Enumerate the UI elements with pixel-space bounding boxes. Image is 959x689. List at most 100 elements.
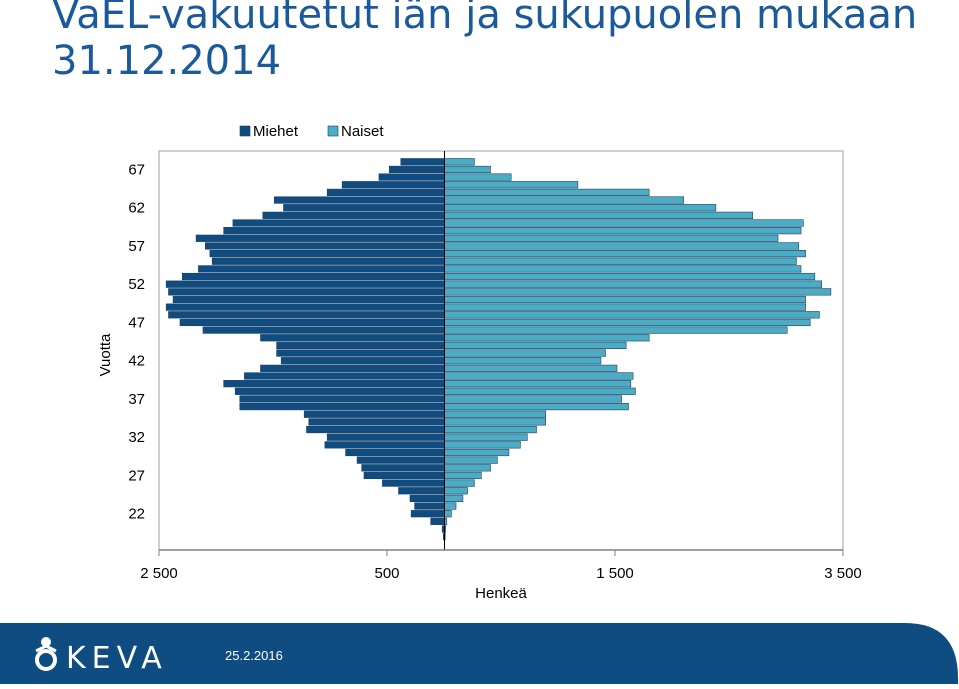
bar-naiset-age-34 bbox=[444, 418, 546, 426]
bar-miehet-age-61 bbox=[262, 211, 445, 219]
y-tick-label-37: 37 bbox=[128, 391, 145, 408]
y-axis-title: Vuotta bbox=[97, 333, 114, 376]
bar-miehet-age-32 bbox=[326, 433, 445, 441]
bar-naiset-age-65 bbox=[444, 181, 579, 189]
bar-miehet-age-63 bbox=[273, 196, 445, 204]
bar-naiset-age-31 bbox=[444, 441, 521, 449]
bar-naiset-age-56 bbox=[444, 250, 806, 258]
bar-naiset-age-22 bbox=[444, 510, 452, 518]
y-tick-label-57: 57 bbox=[128, 238, 145, 255]
legend-swatch-miehet bbox=[239, 125, 251, 137]
bar-miehet-age-34 bbox=[308, 418, 445, 426]
y-tick-label-32: 32 bbox=[128, 429, 145, 446]
bar-naiset-age-45 bbox=[444, 334, 650, 342]
y-tick-label-62: 62 bbox=[128, 200, 145, 217]
bar-miehet-age-30 bbox=[345, 448, 445, 457]
x-tick-label-3: 3 500 bbox=[824, 565, 862, 582]
bar-miehet-age-40 bbox=[244, 372, 445, 380]
bar-miehet-age-23 bbox=[414, 502, 445, 510]
bar-miehet-age-33 bbox=[306, 425, 445, 434]
y-tick-label-27: 27 bbox=[128, 467, 145, 484]
bar-naiset-age-37 bbox=[444, 395, 622, 403]
bar-naiset-age-52 bbox=[444, 280, 823, 288]
bar-naiset-age-32 bbox=[444, 433, 528, 441]
population-pyramid-chart: Miehet Naiset 67 62 57 52 47 42 37 32 27 22 2 500 5… bbox=[97, 123, 862, 602]
bar-miehet-age-68 bbox=[400, 158, 445, 166]
bar-miehet-age-27 bbox=[363, 471, 445, 480]
page-subtitle-date: 31.12.2014 bbox=[52, 38, 282, 84]
bar-naiset-age-46 bbox=[444, 326, 788, 334]
bar-naiset-age-64 bbox=[444, 188, 650, 197]
bar-naiset-age-29 bbox=[444, 456, 498, 464]
bar-miehet-age-45 bbox=[260, 334, 445, 342]
bar-naiset-age-23 bbox=[444, 502, 457, 510]
bar-naiset-age-48 bbox=[444, 311, 820, 319]
bar-naiset-age-44 bbox=[444, 341, 627, 350]
bar-naiset-age-49 bbox=[444, 303, 806, 311]
bar-miehet-age-60 bbox=[232, 219, 445, 227]
bar-miehet-age-65 bbox=[341, 181, 445, 189]
bar-miehet-age-36 bbox=[239, 402, 445, 411]
bar-naiset-age-67 bbox=[444, 165, 491, 174]
bar-naiset-age-43 bbox=[444, 349, 606, 357]
y-tick-label-52: 52 bbox=[128, 276, 145, 293]
bar-miehet-age-53 bbox=[182, 272, 445, 281]
page-title: VaEL-vakuutetut iän ja sukupuolen mukaan bbox=[52, 0, 918, 38]
bar-naiset-age-58 bbox=[444, 234, 779, 242]
bar-miehet-age-24 bbox=[409, 494, 445, 503]
bar-miehet-age-21 bbox=[430, 517, 445, 525]
bar-naiset-age-27 bbox=[444, 471, 482, 480]
bar-miehet-age-29 bbox=[356, 456, 445, 464]
y-tick-label-67: 67 bbox=[128, 161, 145, 178]
bar-naiset-age-39 bbox=[444, 380, 632, 388]
bar-naiset-age-42 bbox=[444, 357, 602, 365]
bar-miehet-age-37 bbox=[239, 395, 445, 403]
bar-naiset-age-38 bbox=[444, 387, 636, 395]
bar-miehet-age-31 bbox=[324, 441, 445, 449]
footer-shape bbox=[0, 623, 958, 684]
footer-date: 25.2.2016 bbox=[225, 648, 283, 663]
bar-naiset-age-36 bbox=[444, 402, 629, 411]
bar-naiset-age-35 bbox=[444, 410, 546, 418]
bar-miehet-age-25 bbox=[398, 487, 445, 495]
bar-miehet-age-51 bbox=[168, 288, 445, 296]
bar-naiset-age-30 bbox=[444, 448, 510, 457]
bar-naiset-age-68 bbox=[444, 158, 475, 166]
bar-miehet-age-47 bbox=[179, 318, 445, 327]
bar-naiset-age-60 bbox=[444, 219, 804, 227]
bar-naiset-age-41 bbox=[444, 364, 618, 372]
bar-naiset-age-24 bbox=[444, 494, 464, 503]
x-tick-label-2: 1 500 bbox=[596, 565, 634, 582]
bar-miehet-age-56 bbox=[209, 250, 445, 258]
bar-naiset-age-57 bbox=[444, 242, 800, 250]
bar-miehet-age-28 bbox=[361, 464, 445, 472]
bar-miehet-age-66 bbox=[378, 173, 445, 181]
bar-miehet-age-39 bbox=[223, 380, 445, 388]
keva-logo-icon bbox=[35, 637, 57, 671]
bar-naiset-age-63 bbox=[444, 196, 684, 204]
bar-miehet-age-42 bbox=[280, 357, 445, 365]
bar-miehet-age-52 bbox=[165, 280, 445, 288]
x-axis-tick-labels: 2 500 500 1 500 3 500 bbox=[140, 550, 862, 582]
bar-miehet-age-38 bbox=[234, 387, 445, 395]
bar-miehet-age-43 bbox=[276, 349, 445, 357]
footer-bar: KEVA 25.2.2016 bbox=[0, 623, 959, 684]
x-tick-label-0: 2 500 bbox=[140, 565, 178, 582]
bar-naiset-age-26 bbox=[444, 479, 475, 487]
bar-miehet-age-54 bbox=[198, 265, 445, 273]
bar-naiset-age-28 bbox=[444, 464, 491, 472]
footer-background: KEVA bbox=[0, 623, 958, 684]
bar-miehet-age-55 bbox=[211, 257, 445, 265]
bar-miehet-age-44 bbox=[276, 341, 445, 350]
bar-miehet-age-62 bbox=[283, 204, 445, 212]
y-tick-label-22: 22 bbox=[128, 506, 145, 523]
chart-legend: Miehet Naiset bbox=[239, 123, 384, 140]
bar-miehet-age-22 bbox=[410, 510, 445, 518]
bar-miehet-age-50 bbox=[172, 295, 445, 304]
bar-naiset-age-62 bbox=[444, 204, 717, 212]
bar-naiset-age-54 bbox=[444, 265, 802, 273]
bar-naiset-age-61 bbox=[444, 211, 754, 219]
bar-naiset-age-51 bbox=[444, 288, 832, 296]
y-tick-label-42: 42 bbox=[128, 353, 145, 370]
bar-naiset-age-40 bbox=[444, 372, 634, 380]
